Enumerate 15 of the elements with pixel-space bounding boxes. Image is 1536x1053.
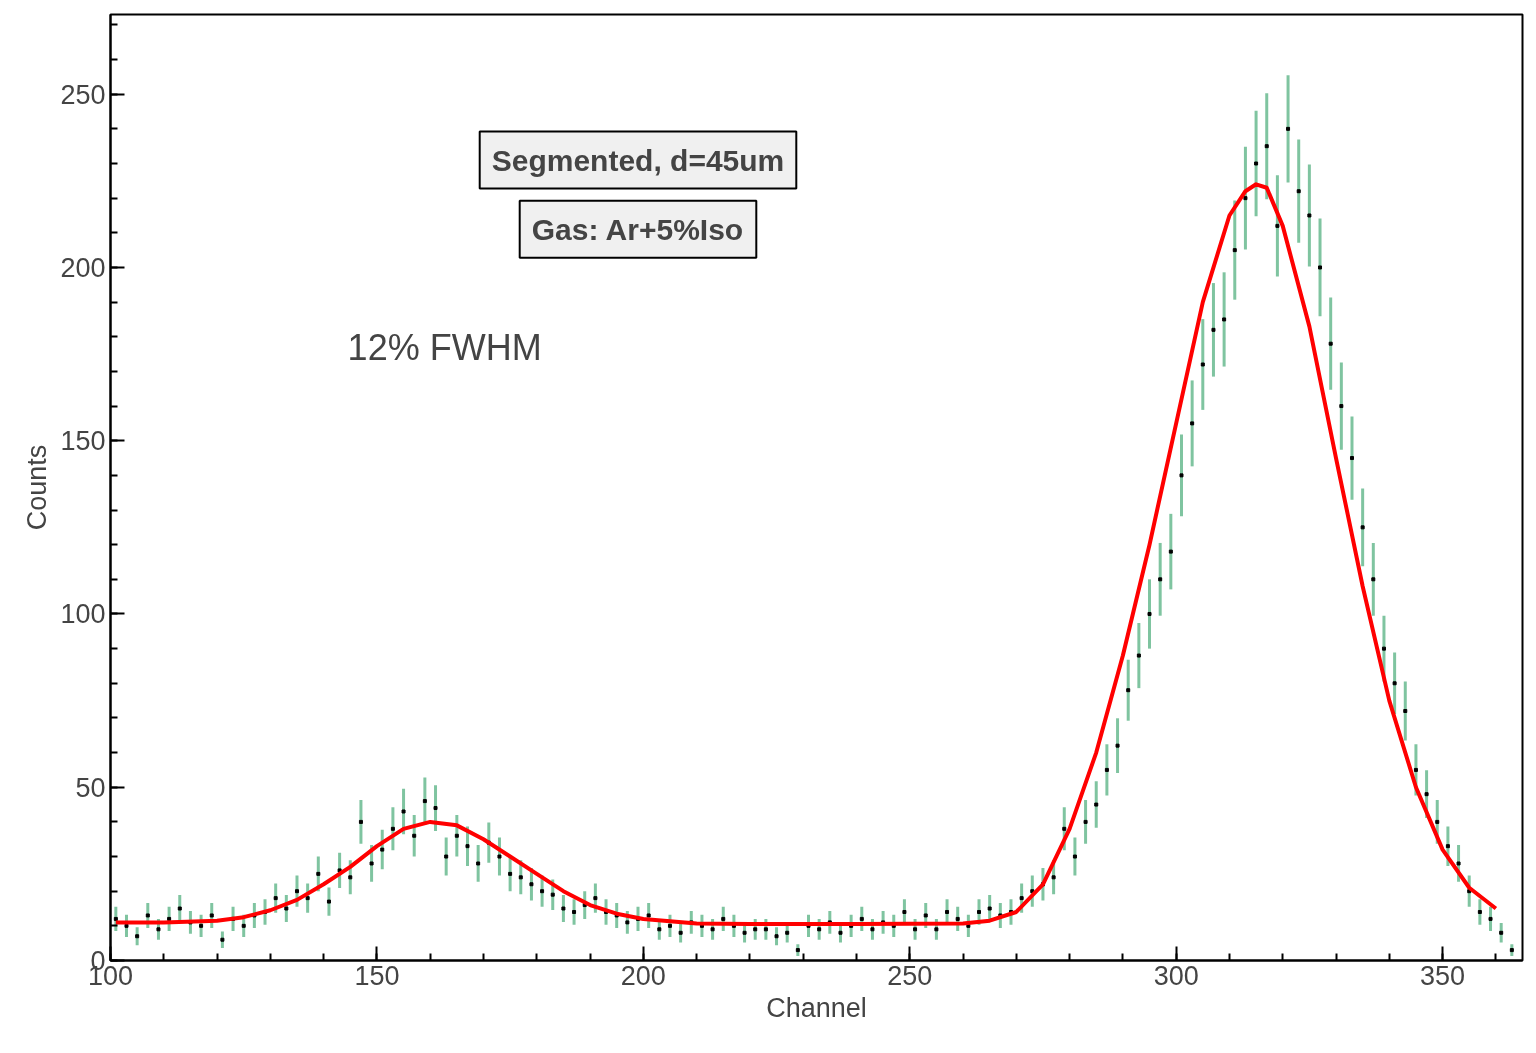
y-tick-label: 100 <box>60 599 106 630</box>
x-tick-label: 250 <box>887 960 933 991</box>
x-tick-label: 200 <box>620 960 666 991</box>
y-tick-label: 50 <box>75 772 106 803</box>
annotation: 12% FWHM <box>347 326 542 368</box>
x-tick-label: 350 <box>1420 960 1466 991</box>
y-tick-label: 250 <box>60 79 106 110</box>
y-tick-label: 150 <box>60 426 106 457</box>
x-tick-label: 150 <box>354 960 400 991</box>
x-axis-title: Channel <box>766 992 867 1023</box>
annotation: Segmented, d=45um <box>491 143 785 177</box>
y-tick-label: 200 <box>60 252 106 283</box>
y-axis-title: Counts <box>22 444 53 531</box>
x-tick-label: 300 <box>1153 960 1199 991</box>
annotation: Gas: Ar+5%Iso <box>531 212 744 246</box>
